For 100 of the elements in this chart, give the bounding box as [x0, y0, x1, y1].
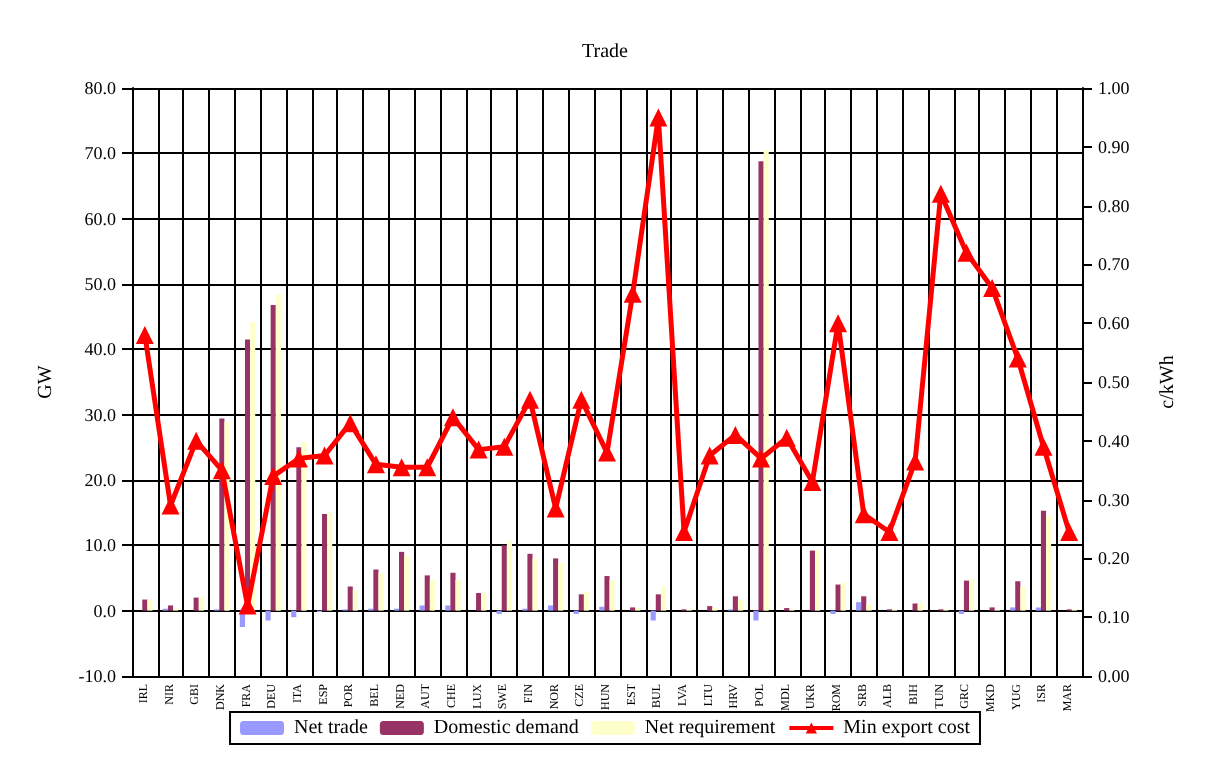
bar — [445, 605, 451, 611]
bar — [737, 599, 744, 611]
bar — [655, 594, 661, 611]
point — [1060, 522, 1079, 541]
point — [623, 284, 642, 303]
bar — [912, 603, 918, 611]
bar — [142, 599, 148, 611]
y-tick-label: -10.0 — [78, 666, 117, 686]
bar — [1040, 510, 1047, 611]
legend-label: Min export cost — [843, 717, 971, 739]
bar — [553, 558, 559, 611]
bar — [373, 569, 379, 611]
y-tick-label: 20.0 — [84, 470, 117, 490]
bar — [275, 294, 281, 611]
bar — [532, 558, 538, 611]
bar — [455, 579, 461, 611]
bar — [917, 603, 923, 611]
y-tick-label: 70.0 — [84, 143, 117, 164]
bar — [270, 304, 276, 611]
y2-tick-label: 0.20 — [1098, 548, 1131, 569]
point — [212, 461, 231, 480]
y2-tick-label: 0.00 — [1098, 666, 1131, 686]
bar — [1046, 515, 1052, 611]
y2-tick-label: 0.80 — [1098, 195, 1131, 216]
bar — [265, 610, 271, 621]
bar — [1020, 586, 1026, 611]
bar — [609, 579, 615, 611]
bar — [501, 545, 507, 611]
bar — [399, 551, 405, 611]
legend-label: Net requirement — [644, 717, 776, 739]
bar — [476, 593, 482, 611]
bar — [840, 582, 846, 611]
point — [777, 428, 796, 447]
bar — [429, 579, 435, 611]
bar — [763, 150, 769, 611]
point — [803, 472, 822, 491]
bar — [809, 550, 815, 611]
bar — [963, 580, 970, 611]
point — [957, 243, 976, 262]
bar — [352, 589, 358, 611]
point — [366, 455, 385, 474]
point — [1008, 349, 1027, 368]
bar — [301, 442, 307, 611]
point — [700, 446, 719, 465]
y2-axis-title: c/kWh — [1157, 355, 1179, 409]
bar — [866, 603, 872, 611]
bar — [347, 586, 353, 611]
bar — [814, 550, 821, 611]
legend-label: Domestic demand — [433, 717, 579, 739]
y-tick-label: 10.0 — [84, 535, 117, 556]
point — [983, 278, 1002, 297]
bar — [327, 512, 333, 611]
bar — [450, 572, 456, 611]
bar — [193, 597, 199, 611]
bar — [147, 599, 153, 611]
point — [752, 449, 771, 468]
y-tick-label: 80.0 — [84, 78, 117, 98]
y2-tick-label: 1.00 — [1098, 78, 1131, 98]
point — [829, 314, 848, 333]
bar — [861, 596, 867, 611]
bar — [419, 605, 425, 611]
bar — [856, 602, 862, 611]
y-tick-label: 30.0 — [84, 404, 117, 425]
bar — [604, 576, 610, 611]
point — [469, 440, 488, 459]
point — [392, 458, 411, 477]
point — [1034, 437, 1053, 456]
bar — [969, 579, 975, 611]
bar — [506, 540, 512, 611]
point — [649, 108, 668, 127]
y2-tick-label: 0.60 — [1098, 313, 1131, 334]
bar — [404, 555, 410, 611]
bar — [835, 584, 841, 611]
y2-tick-label: 0.10 — [1098, 607, 1131, 628]
bar — [198, 597, 204, 611]
point — [135, 325, 154, 344]
bar — [481, 593, 487, 611]
y-tick-label: 40.0 — [84, 339, 117, 360]
bar — [578, 594, 584, 611]
point — [289, 449, 308, 468]
bar — [378, 572, 384, 611]
point — [341, 414, 360, 433]
bar — [527, 553, 533, 611]
bar — [583, 591, 590, 611]
point — [187, 431, 206, 450]
point — [418, 458, 437, 477]
y2-tick-label: 0.40 — [1098, 430, 1131, 451]
bar — [547, 605, 554, 611]
point — [931, 184, 950, 203]
point — [495, 437, 514, 456]
y2-tick-label: 0.30 — [1098, 489, 1131, 510]
bar — [322, 513, 328, 611]
y2-tick-label: 0.90 — [1098, 136, 1131, 157]
bar — [424, 575, 430, 611]
y-axis-title: GW — [35, 364, 57, 399]
point — [572, 390, 591, 409]
bar — [558, 562, 564, 611]
y2-tick-label: 0.50 — [1098, 372, 1131, 392]
y-tick-label: 0.0 — [93, 600, 117, 621]
point — [264, 467, 283, 486]
